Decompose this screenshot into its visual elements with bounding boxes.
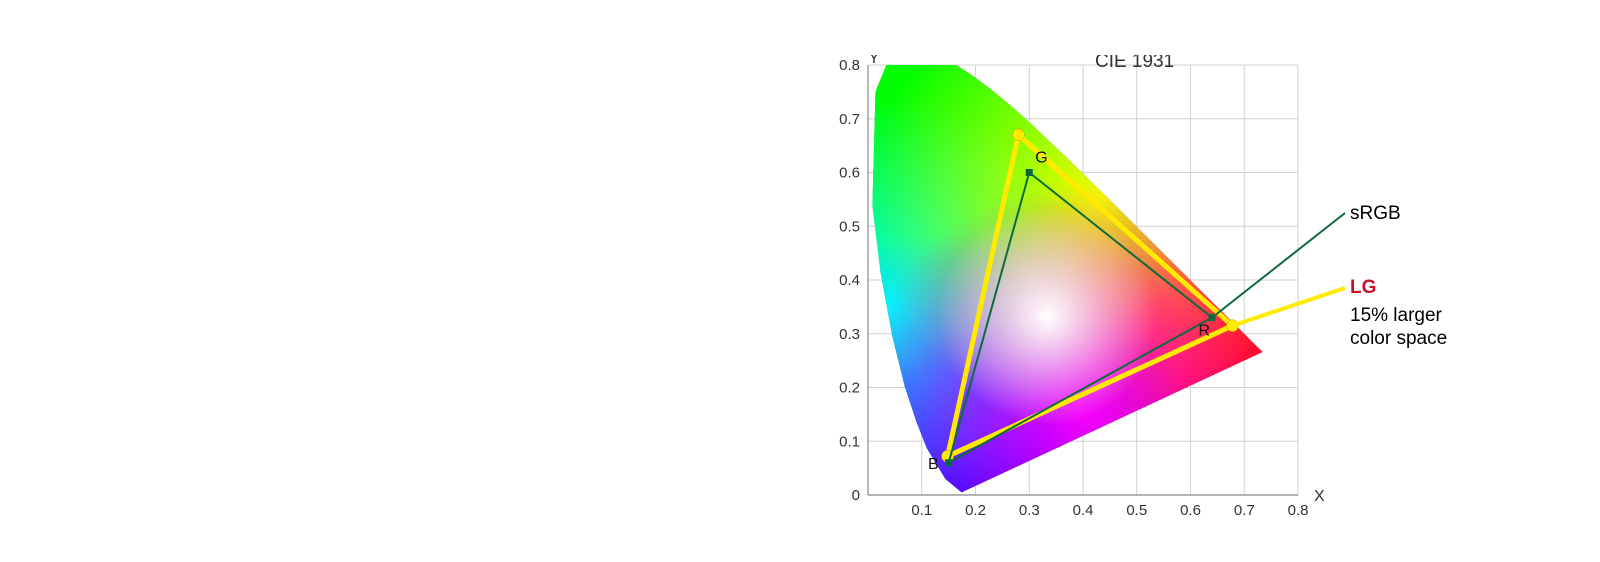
legend-lg-sub2: color space [1350,328,1447,349]
legend-lg-label: LG [1350,277,1376,299]
svg-text:0: 0 [852,487,860,504]
legend-srgb-label: sRGB [1350,203,1401,225]
svg-text:B: B [928,456,939,473]
svg-text:0.2: 0.2 [839,380,860,397]
svg-text:0.3: 0.3 [839,326,860,343]
svg-text:0.1: 0.1 [839,433,860,450]
svg-text:R: R [1198,323,1210,340]
svg-text:0.7: 0.7 [839,111,860,128]
legend-srgb-leader [1212,213,1345,318]
legend-lg-leader [1232,288,1345,326]
svg-text:0.6: 0.6 [1180,502,1201,519]
legend-lg-subtext: 15% larger color space [1350,305,1447,351]
svg-text:0.4: 0.4 [1073,502,1094,519]
lg-marker-g [1013,129,1025,141]
svg-text:0.1: 0.1 [911,502,932,519]
cie-chart: 0.10.20.30.40.50.60.70.800.10.20.30.40.5… [820,55,1580,505]
srgb-marker-b [945,459,952,466]
svg-text:X: X [1314,488,1325,505]
svg-text:0.8: 0.8 [839,57,860,74]
svg-text:0.5: 0.5 [839,218,860,235]
svg-text:0.5: 0.5 [1126,502,1147,519]
srgb-marker-g [1026,169,1033,176]
svg-text:0.6: 0.6 [839,165,860,182]
svg-text:0.3: 0.3 [1019,502,1040,519]
svg-text:Y: Y [869,55,880,67]
cie-svg: 0.1 0.2 0.3 0.4 0.5 0.6 0.7 0.8 0 0.1 0.2 0.3 0.4 0.5… [820,55,1580,525]
svg-text:0.2: 0.2 [965,502,986,519]
svg-text:0.8: 0.8 [1288,502,1309,519]
svg-text:CIE 1931: CIE 1931 [1095,55,1174,72]
svg-text:0.4: 0.4 [839,272,860,289]
svg-text:G: G [1035,150,1047,167]
legend-lg-sub1: 15% larger [1350,305,1442,326]
svg-text:0.7: 0.7 [1234,502,1255,519]
